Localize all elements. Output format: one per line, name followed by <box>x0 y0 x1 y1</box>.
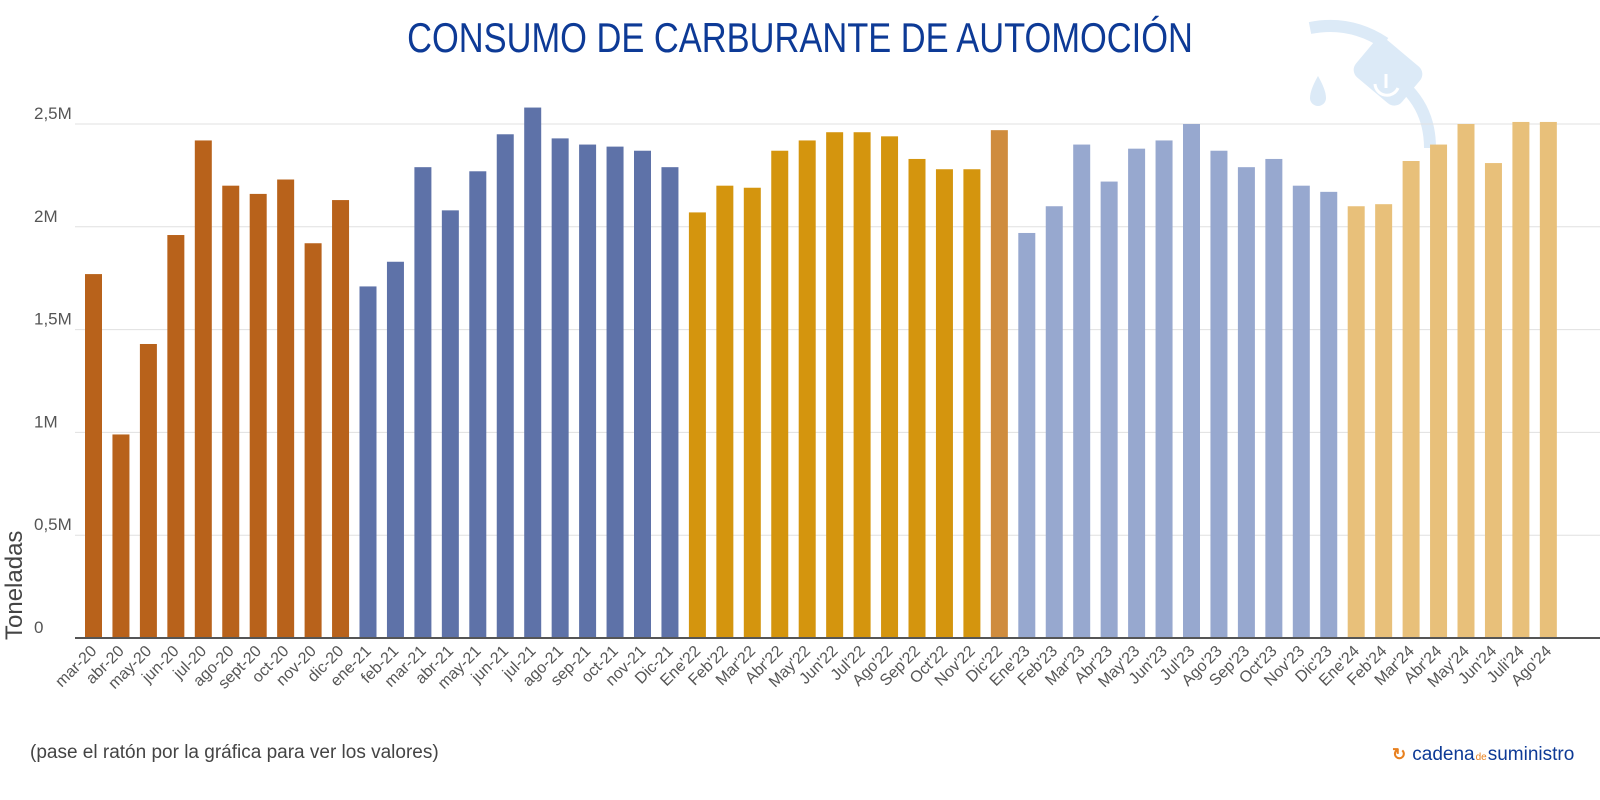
bar-chart[interactable]: 0 0,5M 1M 1,5M 2M 2,5M mar-20abr-20may-20jun-… <box>0 0 1600 730</box>
bar-Jul'22[interactable] <box>853 132 871 638</box>
bar-may-21[interactable] <box>469 171 487 638</box>
bar-Feb'23[interactable] <box>1045 206 1063 639</box>
y-tick-label: 2,5M <box>34 104 72 123</box>
x-axis-labels: mar-20abr-20may-20jun-20jul-20ago-20sept… <box>52 643 1555 693</box>
bar-abr-21[interactable] <box>441 210 459 639</box>
y-tick-label: 1M <box>34 412 58 431</box>
bar-Ago'23[interactable] <box>1210 150 1228 638</box>
bar-Abr'23[interactable] <box>1100 181 1118 638</box>
bar-feb-21[interactable] <box>386 261 404 638</box>
bar-May'23[interactable] <box>1128 148 1146 638</box>
y-axis-label: Toneladas <box>1 531 28 640</box>
bar-Jun'24[interactable] <box>1484 163 1502 638</box>
bar-ago-21[interactable] <box>551 138 569 638</box>
bar-sep-21[interactable] <box>579 144 597 638</box>
bar-Jul'23[interactable] <box>1183 124 1200 638</box>
bar-Ene'24[interactable] <box>1347 206 1365 639</box>
y-tick-label: 2M <box>34 207 58 226</box>
y-tick-label: 1,5M <box>34 310 72 329</box>
fuel-pump-icon <box>1308 19 1436 149</box>
bar-Dic'22[interactable] <box>990 130 1008 638</box>
bar-mar-20[interactable] <box>85 274 102 638</box>
bar-Jun'23[interactable] <box>1155 140 1173 638</box>
bar-Ago'24[interactable] <box>1539 121 1557 639</box>
bar-Feb'22[interactable] <box>716 185 734 638</box>
bar-sept-20[interactable] <box>249 193 267 639</box>
bar-Ene'22[interactable] <box>688 212 706 638</box>
bar-nov-21[interactable] <box>634 150 651 638</box>
bar-jul-21[interactable] <box>524 107 542 638</box>
bar-Sep'23[interactable] <box>1237 167 1255 638</box>
bar-May'22[interactable] <box>798 140 816 638</box>
y-tick-label: 0 <box>34 618 43 637</box>
bar-nov-20[interactable] <box>304 243 322 639</box>
bar-ago-20[interactable] <box>222 185 240 638</box>
bar-Mar'22[interactable] <box>743 187 761 638</box>
bar-Ago'22[interactable] <box>881 136 899 638</box>
bar-Dic-21[interactable] <box>661 167 679 638</box>
bar-Abr'24[interactable] <box>1430 144 1448 638</box>
bars <box>85 107 1557 639</box>
bar-jul-20[interactable] <box>194 140 212 638</box>
bar-Mar'23[interactable] <box>1073 144 1091 638</box>
bar-Jun'22[interactable] <box>826 132 844 638</box>
brand-logo[interactable]: ↻ cadena de suministro <box>1392 744 1574 766</box>
y-tick-label: 0,5M <box>34 515 72 534</box>
bar-Oct'22[interactable] <box>935 169 953 638</box>
bar-Nov'23[interactable] <box>1292 185 1310 638</box>
y-axis-ticks: 0 0,5M 1M 1,5M 2M 2,5M <box>34 104 72 637</box>
bar-dic-20[interactable] <box>332 200 350 638</box>
bar-Abr'22[interactable] <box>771 150 789 638</box>
bar-mar-21[interactable] <box>414 167 432 638</box>
bar-Ene'23[interactable] <box>1018 232 1036 638</box>
bar-jun-20[interactable] <box>167 235 185 639</box>
bar-Nov'22[interactable] <box>963 169 981 638</box>
bar-ene-21[interactable] <box>359 286 377 638</box>
bar-Juli'24[interactable] <box>1512 121 1530 639</box>
bar-Mar'24[interactable] <box>1402 161 1420 638</box>
bar-Feb'24[interactable] <box>1375 204 1393 638</box>
chart-title: CONSUMO DE CARBURANTE DE AUTOMOCIÓN <box>407 14 1193 61</box>
logo-main: cadena <box>1412 744 1475 765</box>
bar-may-20[interactable] <box>139 343 157 638</box>
bar-Sep'22[interactable] <box>908 158 926 638</box>
refresh-arrows-icon: ↻ <box>1392 745 1407 764</box>
bar-abr-20[interactable] <box>112 434 130 638</box>
logo-de: de <box>1475 752 1487 763</box>
bar-May'24[interactable] <box>1457 124 1475 638</box>
bar-oct-21[interactable] <box>606 146 624 638</box>
bar-jun-21[interactable] <box>496 134 514 638</box>
bar-oct-20[interactable] <box>277 179 295 638</box>
bar-Oct'23[interactable] <box>1265 158 1283 638</box>
bar-Dic'23[interactable] <box>1320 191 1338 638</box>
logo-end: suministro <box>1487 744 1575 765</box>
hover-hint: (pase el ratón por la gráfica para ver l… <box>30 742 439 763</box>
